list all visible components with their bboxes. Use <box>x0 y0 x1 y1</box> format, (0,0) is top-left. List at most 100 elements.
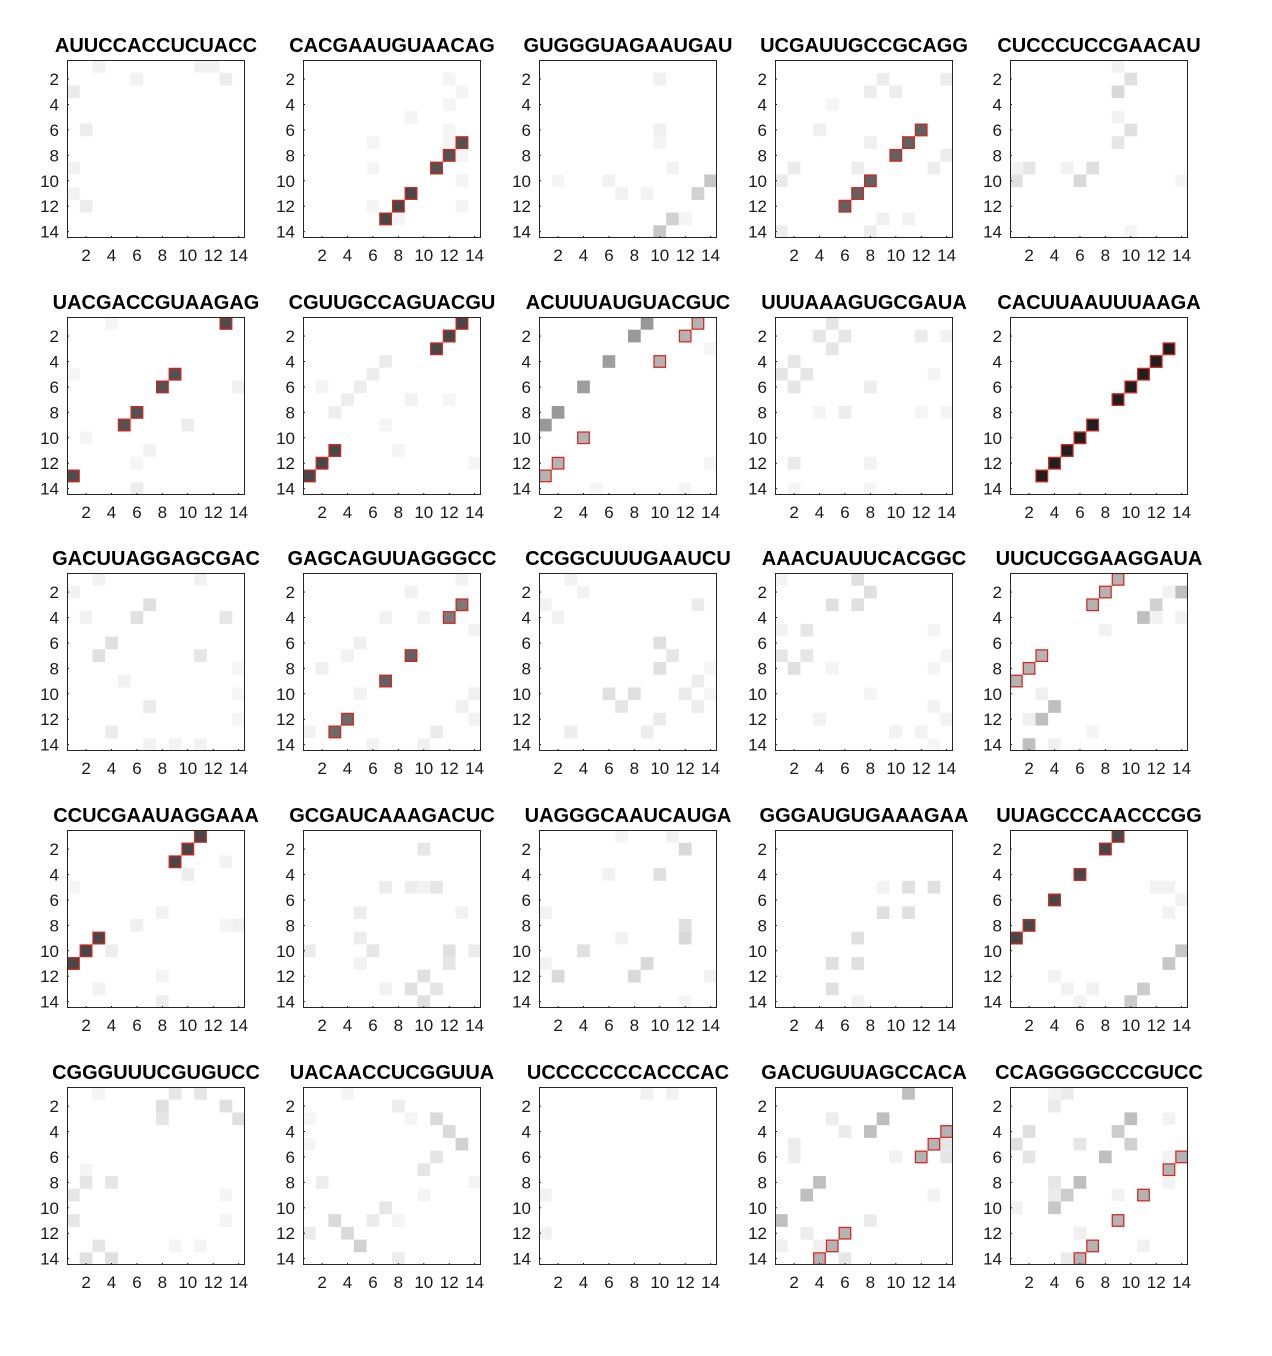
heatmap-cell <box>851 598 864 612</box>
heatmap-cell <box>341 1226 354 1240</box>
x-tick-label: 2 <box>81 246 90 265</box>
y-tick-label: 6 <box>286 121 295 140</box>
y-tick-label: 14 <box>40 480 59 499</box>
heatmap-cell <box>130 456 144 470</box>
y-tick-label: 2 <box>50 327 59 346</box>
plot-area <box>1010 1087 1188 1265</box>
x-tick-label: 10 <box>650 1273 669 1292</box>
y-tick-label: 6 <box>50 1148 59 1167</box>
heatmap-cell <box>787 662 801 675</box>
plot-area <box>67 60 245 238</box>
heatmap-cell <box>156 995 169 1008</box>
heatmap-cell <box>902 212 915 226</box>
heatmap-cell <box>940 406 953 419</box>
x-tick-label: 4 <box>579 503 588 522</box>
heatmap-cell <box>392 212 405 226</box>
axes-frame <box>67 317 245 495</box>
heatmap-cell <box>417 969 431 983</box>
y-tick-label: 12 <box>276 197 295 216</box>
heatmap-cell <box>653 136 667 149</box>
heatmap-cell <box>787 456 801 470</box>
heatmap-cell <box>341 649 354 662</box>
heatmap-cell <box>787 482 801 495</box>
y-tick-label: 8 <box>758 659 767 678</box>
heatmap-cell <box>430 161 443 175</box>
y-tick-label: 14 <box>276 993 295 1012</box>
heatmap-cell <box>666 649 679 662</box>
heatmap-cell <box>1162 957 1176 970</box>
x-tick-label: 10 <box>178 759 197 778</box>
heatmap-cell <box>940 329 953 343</box>
heatmap-cell <box>1111 85 1125 99</box>
y-tick-label: 6 <box>993 121 1002 140</box>
heatmap-cell <box>181 418 195 432</box>
y-tick-label: 14 <box>512 993 531 1012</box>
heatmap-cell <box>1060 1188 1074 1202</box>
heatmap-cell <box>851 931 864 945</box>
heatmap-cell <box>366 944 380 958</box>
x-tick-label: 6 <box>132 1273 141 1292</box>
heatmap-cell <box>392 1252 405 1265</box>
y-tick-label: 12 <box>40 710 59 729</box>
y-tick-label: 2 <box>993 70 1002 89</box>
heatmap-cell <box>1073 1137 1087 1151</box>
x-tick-label: 14 <box>937 1273 956 1292</box>
base-pair-highlight <box>1022 918 1036 932</box>
x-tick-label: 2 <box>317 503 326 522</box>
heatmap-cell <box>194 649 207 662</box>
panel-title: CACUUAAUUUAAGA <box>997 292 1200 314</box>
x-tick-label: 6 <box>368 246 377 265</box>
heatmap-cell <box>813 406 826 419</box>
y-tick-label: 10 <box>40 429 59 448</box>
x-tick-label: 4 <box>343 1016 352 1035</box>
heatmap-cell <box>876 880 890 894</box>
y-tick-label: 6 <box>286 378 295 397</box>
x-tick-label: 12 <box>912 1273 931 1292</box>
y-tick-label: 10 <box>983 429 1002 448</box>
heatmap-cell <box>1035 712 1049 726</box>
panel-title: GACUGUUAGCCACA <box>761 1062 967 1084</box>
y-tick-label: 4 <box>993 96 1002 115</box>
y-tick-label: 2 <box>993 840 1002 859</box>
x-tick-label: 14 <box>1172 246 1191 265</box>
heatmap-cell <box>194 830 207 843</box>
plot-area <box>1010 317 1188 495</box>
y-tick-label: 12 <box>748 710 767 729</box>
y-tick-label: 4 <box>758 1123 767 1142</box>
heatmap-cell <box>130 611 144 624</box>
heatmap-cell <box>1111 60 1125 73</box>
heatmap-cell <box>1035 687 1049 701</box>
panel-title: ACUUUAUGUACGUC <box>526 292 730 314</box>
x-tick-label: 6 <box>1075 1273 1084 1292</box>
y-tick-label: 8 <box>758 1173 767 1192</box>
y-tick-label: 4 <box>522 1123 531 1142</box>
x-tick-label: 8 <box>158 759 167 778</box>
heatmap-cell <box>813 1176 826 1189</box>
y-tick-label: 2 <box>758 1097 767 1116</box>
heatmap-cell <box>602 355 616 368</box>
heatmap-cell <box>1048 456 1061 470</box>
y-tick-label: 14 <box>40 736 59 755</box>
x-tick-label: 2 <box>81 1273 90 1292</box>
heatmap-cell <box>67 469 80 483</box>
plot-area <box>303 573 481 751</box>
y-tick-label: 4 <box>522 353 531 372</box>
base-pair-highlight <box>455 136 469 149</box>
y-tick-label: 2 <box>522 840 531 859</box>
x-tick-label: 2 <box>553 503 562 522</box>
heatmap-cell <box>615 830 628 843</box>
x-tick-label: 2 <box>81 1016 90 1035</box>
y-tick-label: 6 <box>758 121 767 140</box>
x-tick-label: 2 <box>789 246 798 265</box>
heatmap-cell <box>1060 982 1074 996</box>
base-pair-highlight <box>1149 355 1163 368</box>
heatmap-cell <box>653 868 667 881</box>
x-tick-label: 8 <box>866 503 875 522</box>
y-tick-label: 10 <box>512 942 531 961</box>
heatmap-cell <box>838 1252 852 1265</box>
y-tick-label: 12 <box>748 1224 767 1243</box>
x-tick-label: 10 <box>414 1273 433 1292</box>
